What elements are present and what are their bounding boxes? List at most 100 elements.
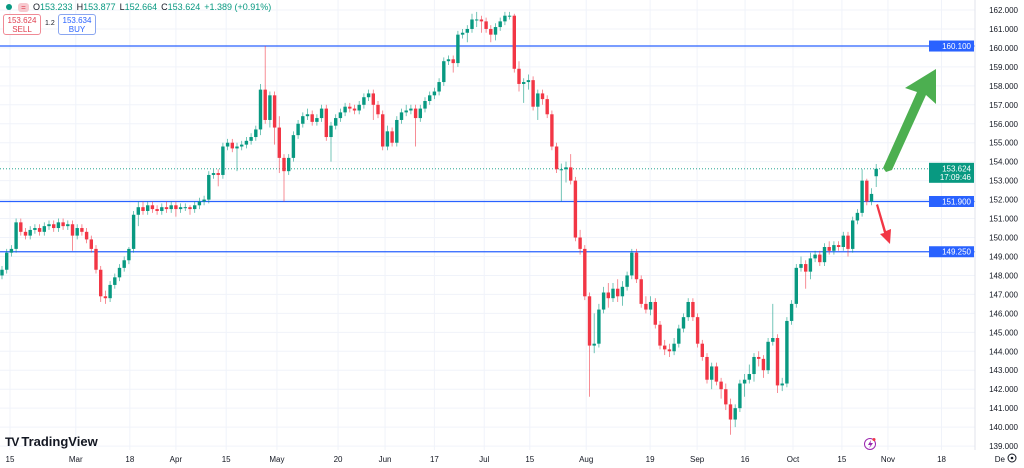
candle [99, 265, 103, 302]
candle [70, 220, 75, 251]
candle [724, 383, 728, 411]
candle-body [376, 104, 380, 115]
candle-body [522, 82, 526, 84]
candle-body [216, 173, 220, 175]
candle [451, 55, 455, 73]
candle [456, 30, 460, 67]
candle-body [52, 224, 56, 229]
last-price-badge [929, 162, 974, 183]
candle [418, 104, 422, 122]
candle-body [258, 89, 263, 130]
bar-countdown-label: 17:09:46 [940, 173, 972, 182]
lightning-icon[interactable] [864, 438, 876, 450]
candle [28, 226, 32, 240]
candle-body [874, 168, 878, 177]
candle-body [540, 93, 545, 100]
candle-body [381, 114, 385, 147]
candle [630, 248, 634, 280]
candle [677, 324, 681, 348]
settings-gear-icon[interactable] [1007, 453, 1017, 463]
candle-body [475, 19, 479, 21]
sell-button[interactable]: 153.624 SELL [3, 14, 41, 35]
open-value: 153.233 [40, 2, 73, 12]
price-tick-label: 141.000 [989, 404, 1018, 413]
candle-body [785, 320, 789, 384]
candle-body [319, 108, 324, 119]
candle [385, 125, 390, 151]
candle-body [183, 207, 187, 209]
candle-body [160, 207, 164, 211]
tradingview-logo[interactable]: TV TradingView [5, 434, 98, 449]
candle [794, 264, 798, 308]
candle [150, 201, 155, 213]
buy-button[interactable]: 153.634 BUY [58, 14, 96, 35]
candle-body [202, 199, 206, 202]
candle [846, 231, 850, 257]
price-tick-label: 154.000 [989, 158, 1018, 167]
price-axis[interactable]: 162.000 161.000 160.000 159.000 158.000 157.0… [974, 0, 1019, 451]
candle [296, 119, 300, 139]
time-tick-label: 15 [837, 455, 846, 464]
candle-body [620, 286, 625, 297]
candle [785, 317, 789, 388]
candle-body [470, 19, 474, 29]
candle-body [691, 301, 695, 318]
candle-body [108, 284, 112, 299]
candle-body [672, 343, 676, 352]
candle [503, 11, 507, 26]
candle-body [334, 118, 338, 126]
horizontal-levels[interactable] [0, 45, 975, 253]
time-tick-label: Jun [379, 455, 392, 464]
green-up-arrow-drawing[interactable] [883, 69, 936, 172]
candle-body [141, 207, 145, 211]
candle-body [315, 118, 319, 122]
candle [263, 46, 267, 124]
candle [667, 343, 672, 357]
price-tick-label: 142.000 [989, 385, 1018, 394]
candle-body [371, 93, 375, 105]
price-tick-label: 147.000 [989, 290, 1018, 299]
candle-body [536, 93, 540, 107]
candle-body [19, 222, 23, 232]
candle-body [479, 19, 484, 22]
candle [371, 89, 375, 120]
candle-body [583, 248, 587, 297]
candle-body [855, 212, 860, 221]
candle-body [775, 338, 780, 386]
time-axis[interactable]: 15 Mar 18 Apr 15 May 20 Jun 17 Jul 15 Aug 19 Sep 16 Oct… [6, 455, 1006, 464]
red-down-arrow-drawing[interactable] [876, 204, 891, 244]
candle-body [432, 91, 437, 96]
price-tick-label: 152.000 [989, 196, 1018, 205]
candle-body [578, 237, 582, 249]
candle-body [56, 222, 61, 229]
price-tick-label: 160.000 [989, 44, 1018, 53]
candle-body [249, 137, 253, 141]
candle [381, 110, 385, 151]
candle-body [808, 258, 813, 272]
candle [0, 265, 4, 280]
candle-body [503, 15, 507, 22]
time-tick-label: Jul [479, 455, 489, 464]
candle-body [127, 248, 131, 261]
candle-body [827, 247, 831, 251]
candle [550, 110, 554, 151]
price-tick-label: 140.000 [989, 423, 1018, 432]
candle-body [423, 101, 427, 109]
status-dot-icon [6, 4, 12, 10]
candle-body [512, 15, 516, 69]
drawings[interactable] [876, 69, 936, 244]
candle [522, 78, 526, 103]
candle [869, 188, 874, 206]
candle-body [428, 95, 432, 102]
price-tick-label: 149.000 [989, 252, 1018, 261]
candle [183, 203, 187, 211]
candle-body [714, 366, 719, 382]
equals-menu-icon[interactable]: = [18, 2, 29, 12]
time-tick-label: Mar [69, 455, 83, 464]
candle-body [301, 116, 305, 124]
candle-body [836, 245, 841, 247]
candle [446, 55, 451, 65]
candle [742, 374, 747, 397]
candle-body [644, 303, 648, 310]
